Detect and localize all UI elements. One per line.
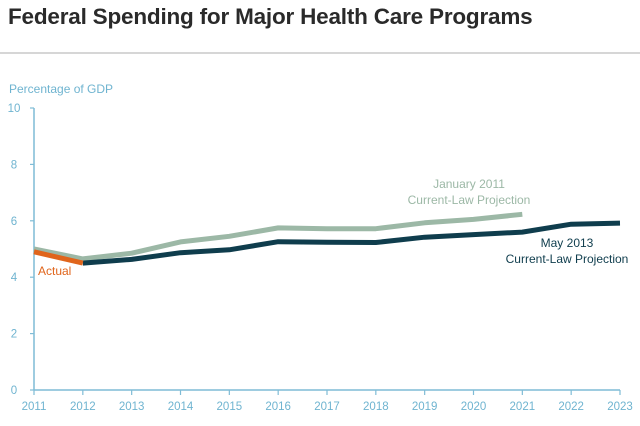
x-tick-label: 2017 — [314, 401, 340, 413]
series-label-line: May 2013 — [541, 236, 594, 250]
series-lines — [33, 211, 621, 266]
x-tick-label: 2013 — [119, 401, 145, 413]
y-tick-label: 6 — [11, 216, 17, 228]
x-tick-label: 2015 — [217, 401, 243, 413]
x-tick-label: 2023 — [607, 401, 633, 413]
y-tick-label: 10 — [8, 103, 21, 115]
x-tick-label: 2016 — [265, 401, 291, 413]
y-tick-label: 4 — [11, 272, 18, 284]
series-label-may2013: May 2013 Current-Law Projection — [506, 236, 629, 266]
x-tick-label: 2011 — [22, 401, 47, 413]
series-label-line: Current-Law Projection — [506, 252, 629, 266]
series-label-line: January 2011 — [433, 177, 505, 191]
x-tick-label: 2020 — [461, 401, 487, 413]
title-divider — [0, 52, 640, 54]
series-label-actual: Actual — [38, 264, 71, 278]
x-tick-label: 2019 — [412, 401, 438, 413]
y-axis-label: Percentage of GDP — [9, 82, 113, 96]
x-tick-label: 2014 — [168, 401, 194, 413]
axes: 0 2 4 6 8 10 2011 2012 2013 2014 2015 2016 2017 2018 2… — [8, 103, 633, 413]
chart-title: Federal Spending for Major Health Care P… — [8, 4, 533, 29]
series-line-jan2011 — [33, 211, 523, 262]
series-label-jan2011: January 2011 Current-Law Projection — [408, 177, 531, 207]
x-tick-label: 2021 — [510, 401, 536, 413]
series-line-actual — [33, 249, 84, 266]
series-line-may2013 — [82, 220, 621, 266]
y-tick-label: 0 — [11, 385, 17, 397]
y-tick-label: 8 — [11, 159, 17, 171]
series-labels: Actual January 2011 Current-Law Projection… — [38, 177, 628, 278]
x-tick-label: 2012 — [70, 401, 96, 413]
x-tick-label: 2018 — [363, 401, 389, 413]
series-label-line: Actual — [38, 264, 71, 278]
series-label-line: Current-Law Projection — [408, 193, 531, 207]
x-tick-label: 2022 — [558, 401, 584, 413]
y-tick-label: 2 — [11, 329, 17, 341]
